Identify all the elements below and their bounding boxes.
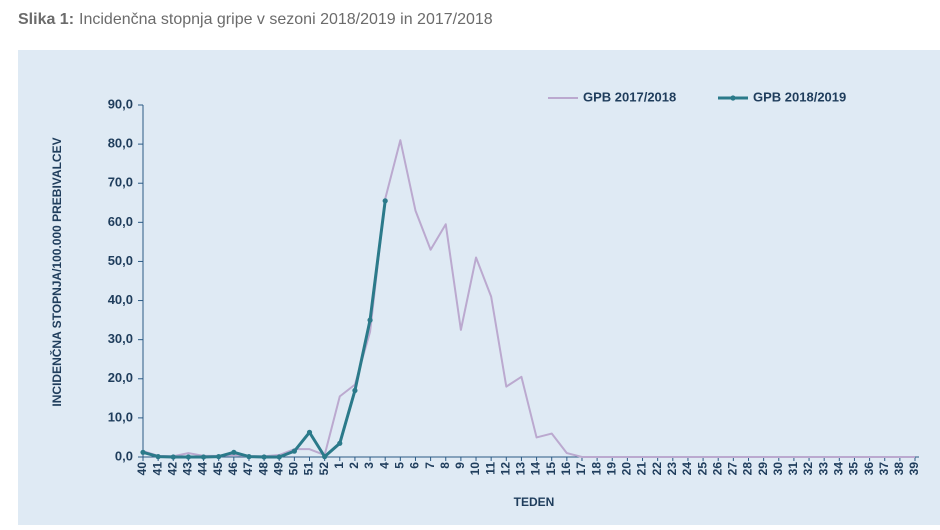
x-tick-label: 15	[544, 462, 558, 476]
x-tick-label: 1	[332, 462, 346, 469]
x-tick-label: 3	[362, 462, 376, 469]
legend-label: GPB 2017/2018	[583, 89, 676, 104]
legend-label: GPB 2018/2019	[753, 89, 846, 104]
series-marker	[216, 454, 222, 460]
x-tick-label: 30	[771, 462, 785, 476]
x-tick-label: 35	[847, 462, 861, 476]
x-tick-label: 2	[347, 462, 361, 469]
x-tick-label: 50	[287, 462, 301, 476]
y-tick-label: 50,0	[108, 253, 133, 268]
series-marker	[367, 317, 373, 323]
x-tick-label: 4	[377, 462, 391, 469]
y-tick-label: 0,0	[115, 448, 133, 463]
series-marker	[291, 448, 297, 454]
x-tick-label: 23	[665, 462, 679, 476]
x-tick-label: 43	[181, 462, 195, 476]
legend-marker	[730, 95, 736, 101]
series-marker	[231, 449, 237, 455]
x-tick-label: 18	[589, 462, 603, 476]
series-marker	[322, 454, 328, 460]
x-axis-label: TEDEN	[514, 495, 555, 509]
x-tick-label: 27	[726, 462, 740, 476]
x-tick-label: 17	[574, 462, 588, 476]
x-tick-label: 31	[786, 462, 800, 476]
x-tick-label: 25	[695, 462, 709, 476]
x-tick-label: 51	[302, 462, 316, 476]
y-tick-label: 40,0	[108, 292, 133, 307]
x-tick-label: 13	[514, 462, 528, 476]
x-tick-label: 14	[529, 462, 543, 476]
series-marker	[155, 454, 161, 460]
x-tick-label: 37	[877, 462, 891, 476]
x-tick-label: 11	[483, 462, 497, 475]
series-marker	[140, 449, 146, 455]
series-marker	[261, 454, 267, 460]
series-marker	[200, 454, 207, 460]
x-tick-label: 21	[635, 462, 649, 476]
x-tick-label: 45	[211, 462, 225, 476]
x-tick-label: 41	[150, 462, 164, 476]
series-marker	[276, 454, 282, 460]
y-tick-label: 60,0	[108, 214, 133, 229]
y-tick-label: 90,0	[108, 96, 133, 111]
x-tick-label: 22	[650, 462, 664, 476]
x-tick-label: 8	[438, 462, 452, 469]
series-marker	[306, 429, 313, 435]
y-tick-label: 10,0	[108, 409, 133, 424]
x-tick-label: 34	[831, 462, 845, 476]
x-tick-label: 48	[256, 462, 270, 476]
x-tick-label: 44	[196, 462, 210, 476]
series-marker	[246, 454, 252, 460]
y-axis-label: INCIDENČNA STOPNJA/100.000 PREBIVALCEV	[49, 137, 64, 406]
x-tick-label: 9	[453, 462, 467, 469]
series-marker	[185, 454, 192, 460]
title-prefix: Slika 1:	[18, 11, 74, 28]
x-tick-label: 49	[271, 462, 285, 476]
chart-panel	[18, 50, 940, 525]
y-tick-label: 20,0	[108, 370, 133, 385]
series-marker	[352, 387, 358, 394]
x-tick-label: 47	[241, 462, 255, 476]
x-tick-label: 5	[393, 462, 407, 469]
x-tick-label: 32	[801, 462, 815, 476]
x-tick-label: 52	[317, 462, 331, 476]
x-tick-label: 24	[680, 462, 694, 476]
x-tick-label: 29	[756, 462, 770, 476]
x-tick-label: 38	[892, 462, 906, 476]
series-marker	[337, 440, 343, 446]
x-tick-label: 26	[710, 462, 724, 476]
x-tick-label: 39	[907, 462, 921, 476]
chart-title: Slika 1: Incidenčna stopnja gripe v sezon…	[18, 11, 493, 28]
x-tick-label: 6	[408, 462, 422, 469]
x-tick-label: 16	[559, 462, 573, 476]
y-tick-label: 70,0	[108, 175, 133, 190]
x-tick-label: 46	[226, 462, 240, 476]
title-text: Incidenčna stopnja gripe v sezoni 2018/2…	[79, 11, 493, 28]
x-tick-label: 36	[862, 462, 876, 476]
x-tick-label: 42	[165, 462, 179, 476]
series-marker	[382, 198, 388, 204]
y-tick-label: 30,0	[108, 331, 133, 346]
x-tick-label: 10	[468, 462, 482, 476]
x-tick-label: 20	[620, 462, 634, 476]
x-tick-label: 19	[604, 462, 618, 476]
x-tick-label: 40	[135, 462, 149, 476]
y-tick-label: 80,0	[108, 136, 133, 151]
x-tick-label: 28	[741, 462, 755, 476]
x-tick-label: 7	[423, 462, 437, 469]
x-tick-label: 12	[498, 462, 512, 476]
series-marker	[170, 454, 176, 460]
x-tick-label: 33	[816, 462, 830, 476]
